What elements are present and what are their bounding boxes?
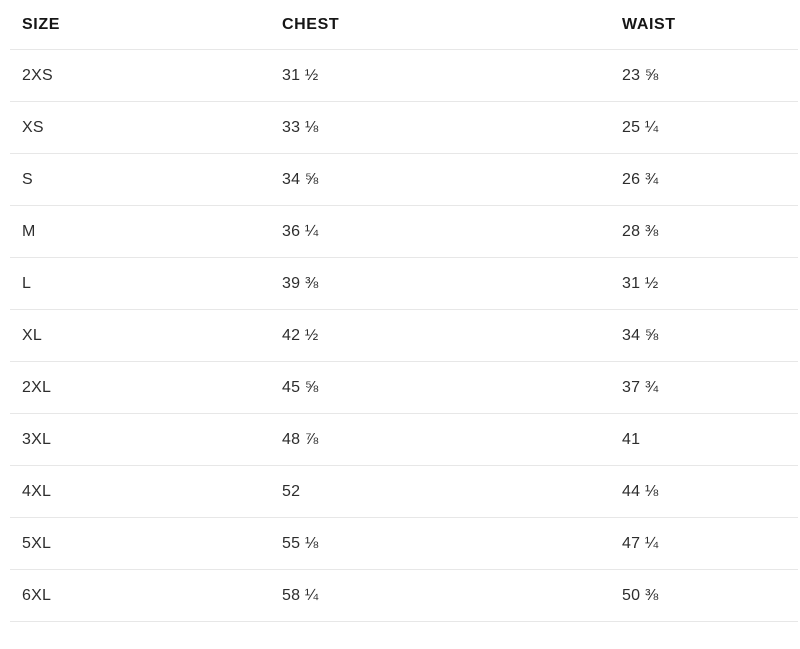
table-row: S 34 ⅝ 26 ¾ bbox=[10, 154, 798, 206]
waist-cell: 31 ½ bbox=[622, 274, 659, 292]
table-row: 2XS 31 ½ 23 ⅝ bbox=[10, 50, 798, 102]
chest-cell: 48 ⅞ bbox=[282, 430, 319, 448]
table-row: 5XL 55 ⅛ 47 ¼ bbox=[10, 518, 798, 570]
table-row: 2XL 45 ⅝ 37 ¾ bbox=[10, 362, 798, 414]
size-cell: 3XL bbox=[22, 430, 52, 448]
waist-cell: 37 ¾ bbox=[622, 378, 659, 396]
chest-cell: 34 ⅝ bbox=[282, 170, 319, 188]
size-cell: 2XL bbox=[22, 378, 52, 396]
size-cell: 6XL bbox=[22, 586, 52, 604]
table-row: 3XL 48 ⅞ 41 bbox=[10, 414, 798, 466]
size-cell: 5XL bbox=[22, 534, 52, 552]
waist-cell: 47 ¼ bbox=[622, 534, 659, 552]
chest-cell: 55 ⅛ bbox=[282, 534, 319, 552]
column-header-size: SIZE bbox=[22, 15, 60, 33]
chest-cell: 33 ⅛ bbox=[282, 118, 319, 136]
table-row: 6XL 58 ¼ 50 ⅜ bbox=[10, 570, 798, 622]
table-row: M 36 ¼ 28 ⅜ bbox=[10, 206, 798, 258]
table-row: L 39 ⅜ 31 ½ bbox=[10, 258, 798, 310]
waist-cell: 25 ¼ bbox=[622, 118, 659, 136]
waist-cell: 28 ⅜ bbox=[622, 222, 659, 240]
size-cell: XL bbox=[22, 326, 42, 344]
size-cell: 4XL bbox=[22, 482, 52, 500]
waist-cell: 41 bbox=[622, 430, 641, 448]
column-header-waist: WAIST bbox=[622, 15, 676, 33]
column-header-chest: CHEST bbox=[282, 15, 340, 33]
size-cell: XS bbox=[22, 118, 44, 136]
chest-cell: 42 ½ bbox=[282, 326, 319, 344]
chest-cell: 45 ⅝ bbox=[282, 378, 319, 396]
waist-cell: 26 ¾ bbox=[622, 170, 659, 188]
waist-cell: 50 ⅜ bbox=[622, 586, 659, 604]
size-cell: S bbox=[22, 170, 33, 188]
chest-cell: 39 ⅜ bbox=[282, 274, 319, 292]
chest-cell: 58 ¼ bbox=[282, 586, 319, 604]
chest-cell: 31 ½ bbox=[282, 66, 319, 84]
size-chart-table: SIZE CHEST WAIST 2XS 31 ½ 23 ⅝ XS 33 ⅛ 2… bbox=[10, 0, 798, 622]
table-header-row: SIZE CHEST WAIST bbox=[10, 0, 798, 50]
chest-cell: 52 bbox=[282, 482, 301, 500]
table-row: XL 42 ½ 34 ⅝ bbox=[10, 310, 798, 362]
size-cell: M bbox=[22, 222, 36, 240]
waist-cell: 44 ⅛ bbox=[622, 482, 659, 500]
chest-cell: 36 ¼ bbox=[282, 222, 319, 240]
waist-cell: 34 ⅝ bbox=[622, 326, 659, 344]
waist-cell: 23 ⅝ bbox=[622, 66, 659, 84]
table-row: 4XL 52 44 ⅛ bbox=[10, 466, 798, 518]
table-row: XS 33 ⅛ 25 ¼ bbox=[10, 102, 798, 154]
size-cell: 2XS bbox=[22, 66, 53, 84]
size-cell: L bbox=[22, 274, 32, 292]
